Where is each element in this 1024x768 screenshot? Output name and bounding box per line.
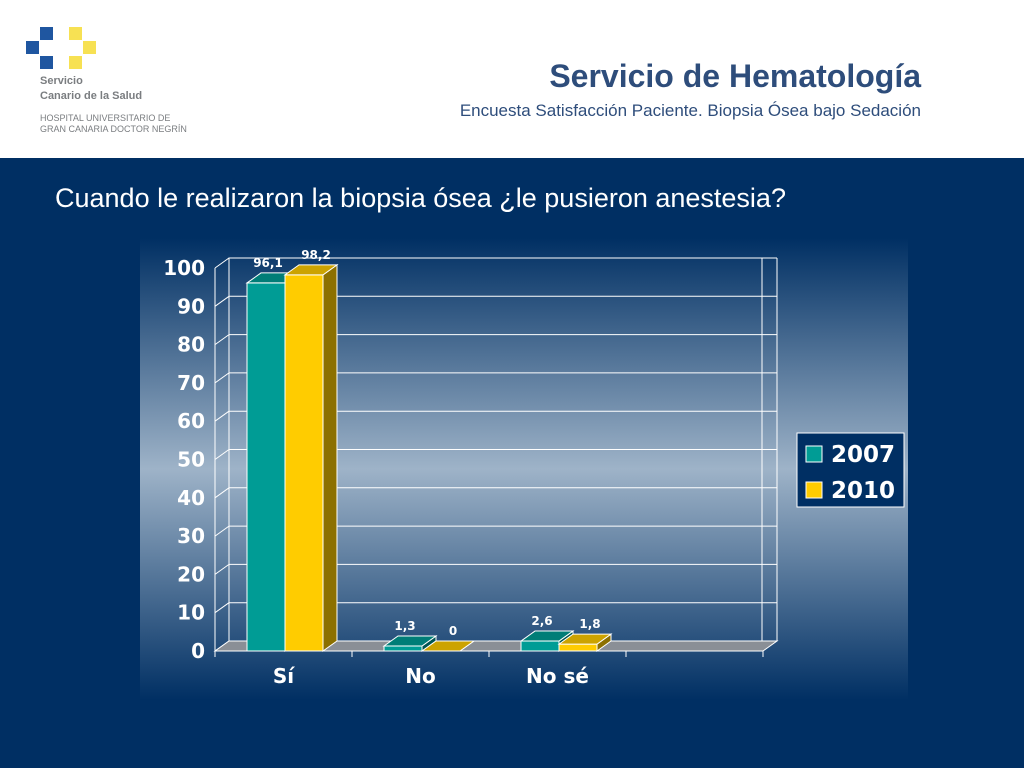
y-tick-label: 30 <box>177 524 205 548</box>
data-label: 1,3 <box>394 619 415 633</box>
gridline-depth <box>214 563 230 575</box>
gridline-depth <box>214 410 230 422</box>
legend-label-2010: 2010 <box>831 478 895 504</box>
y-tick-label: 10 <box>177 601 205 625</box>
gridline-depth <box>214 449 230 460</box>
bar-2010-front <box>284 274 324 652</box>
bar-2007-front <box>383 645 423 652</box>
bar-2007-top <box>519 630 575 642</box>
gridline-depth <box>214 602 230 614</box>
bar-2010-top <box>420 640 476 652</box>
bar-2007-top <box>382 635 438 647</box>
y-tick-label: 0 <box>191 639 205 663</box>
gridline-depth <box>214 257 230 269</box>
legend-swatch-2010 <box>805 481 823 499</box>
servicio-canario-logo-icon <box>26 27 96 69</box>
gridline-depth <box>214 525 230 537</box>
org-name-line2: Canario de la Salud <box>40 90 143 102</box>
page-title: Servicio de Hematología <box>549 58 921 94</box>
x-tick-label: Sí <box>273 664 295 688</box>
y-tick-label: 80 <box>177 333 205 357</box>
org-name-line1: Servicio <box>40 75 83 87</box>
y-tick-label: 100 <box>163 256 205 280</box>
y-tick-label: 40 <box>177 486 205 510</box>
page-subtitle: Encuesta Satisfacción Paciente. Biopsia … <box>459 101 921 120</box>
x-tick-label: No sé <box>526 664 589 688</box>
gridline-depth <box>214 334 230 346</box>
y-tick-label: 20 <box>177 562 205 586</box>
legend-swatch-2007 <box>805 445 823 463</box>
bar-2010-top <box>283 264 339 276</box>
x-tick-label: No <box>405 664 435 688</box>
gridline-depth <box>214 295 230 307</box>
data-label: 2,6 <box>531 614 552 628</box>
hospital-name-line1: HOSPITAL UNIVERSITARIO DE <box>40 113 171 123</box>
y-tick-label: 50 <box>177 448 205 472</box>
data-label: 0 <box>449 624 457 638</box>
data-label: 98,2 <box>301 248 331 262</box>
hospital-name-line2: GRAN CANARIA DOCTOR NEGRÍN <box>40 124 187 134</box>
bar-2010-front <box>558 643 598 652</box>
y-tick-label: 60 <box>177 409 205 433</box>
bar-2007-front <box>246 282 286 652</box>
bar-2007-front <box>520 640 560 652</box>
gridline-depth <box>214 372 230 384</box>
y-tick-label: 90 <box>177 294 205 318</box>
gridline-depth <box>214 487 230 499</box>
bar-2010-side <box>322 263 338 652</box>
y-tick-label: 70 <box>177 371 205 395</box>
bar-2010-top <box>557 633 613 645</box>
data-label: 1,8 <box>579 617 600 631</box>
data-label: 96,1 <box>253 256 283 270</box>
legend-label-2007: 2007 <box>831 442 895 468</box>
question-text: Cuando le realizaron la biopsia ósea ¿le… <box>55 183 786 213</box>
slide-header: Servicio Canario de la Salud HOSPITAL UN… <box>0 0 1024 158</box>
